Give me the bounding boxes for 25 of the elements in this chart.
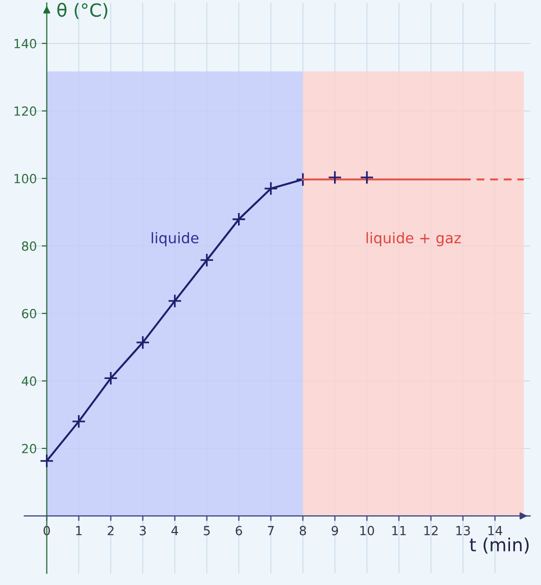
y-tick-label: 100 — [14, 174, 36, 184]
y-tick-label: 80 — [22, 241, 36, 251]
y-tick-label: 20 — [22, 444, 36, 454]
x-tick-label: 5 — [204, 526, 210, 536]
x-tick-label: 14 — [488, 526, 502, 536]
x-tick-label: 4 — [171, 526, 178, 536]
y-tick-label: 40 — [22, 376, 36, 386]
y-tick-label: 120 — [14, 106, 36, 116]
x-tick-label: 10 — [360, 526, 374, 536]
x-axis-title: t (min) — [470, 538, 529, 554]
x-tick-label: 1 — [76, 526, 82, 536]
y-axis-title: θ (°C) — [57, 2, 108, 20]
y-tick-label: 140 — [14, 38, 36, 48]
x-tick-label: 7 — [268, 526, 274, 536]
x-tick-label: 12 — [424, 526, 438, 536]
band-label: liquide — [152, 232, 198, 246]
x-tick-label: 11 — [392, 526, 406, 536]
x-tick-label: 13 — [456, 526, 470, 536]
band-label: liquide + gaz — [366, 232, 461, 246]
x-tick-label: 6 — [236, 526, 242, 536]
x-tick-label: 3 — [140, 526, 146, 536]
y-tick-label: 60 — [22, 308, 36, 318]
x-tick-label: 9 — [332, 526, 338, 536]
x-tick-label: 8 — [300, 526, 306, 536]
x-tick-label: 2 — [108, 526, 114, 536]
